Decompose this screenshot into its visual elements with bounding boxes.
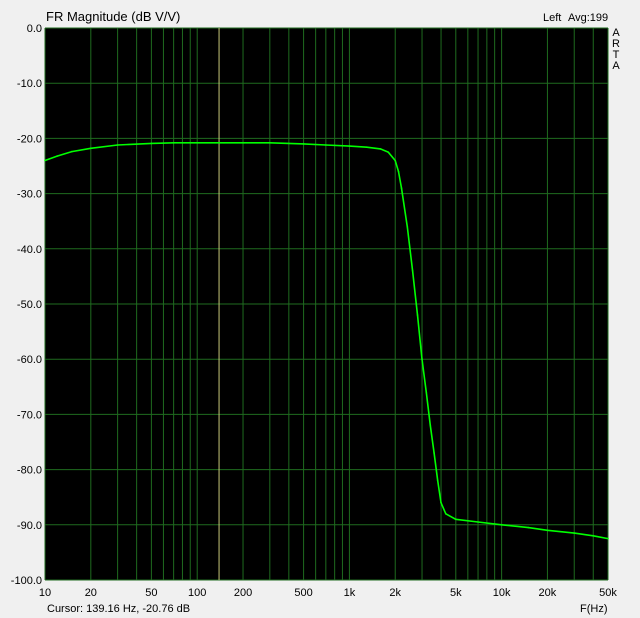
data-point	[269, 142, 271, 144]
x-tick-label: 500	[294, 587, 312, 599]
y-tick-label: -30.0	[17, 189, 42, 201]
data-point	[44, 159, 46, 162]
grid-lines	[44, 27, 609, 581]
x-tick-label: 10k	[493, 587, 511, 599]
data-point	[500, 524, 503, 526]
series-line	[44, 142, 609, 540]
data-point	[387, 151, 390, 153]
data-point	[440, 501, 442, 504]
data-point	[379, 148, 382, 150]
data-point	[406, 225, 409, 228]
data-point	[394, 159, 397, 162]
y-tick-label: -40.0	[17, 244, 42, 256]
data-point	[421, 358, 423, 361]
data-point	[172, 142, 175, 144]
data-point	[348, 145, 351, 147]
data-point	[325, 144, 327, 146]
arta-vertical-label: ARTA	[612, 27, 620, 72]
data-point	[397, 170, 400, 173]
data-point	[242, 142, 244, 144]
y-tick-label: -10.0	[17, 78, 42, 90]
data-point	[546, 529, 549, 532]
x-tick-label: 5k	[450, 587, 462, 599]
x-tick-label: 50	[145, 587, 157, 599]
y-tick-label: 0.0	[27, 23, 42, 35]
channel-label: Left	[543, 12, 562, 24]
y-tick-label: -100.0	[11, 575, 42, 587]
data-point	[573, 532, 575, 534]
data-point	[223, 142, 225, 144]
x-tick-label: 20	[85, 587, 97, 599]
data-point	[116, 144, 119, 146]
trace-group	[44, 142, 609, 540]
y-tick-label: -90.0	[17, 520, 42, 532]
data-point	[366, 146, 368, 148]
data-point	[400, 187, 403, 189]
data-point	[411, 270, 414, 272]
y-tick-label: -80.0	[17, 465, 42, 477]
x-tick-label: 10	[39, 587, 51, 599]
data-point	[436, 479, 439, 482]
data-point	[71, 150, 73, 153]
average-count: Avg:199	[568, 12, 609, 24]
data-point	[302, 143, 305, 145]
x-axis-label: F(Hz)	[580, 603, 608, 615]
y-tick-label: -50.0	[17, 299, 42, 311]
data-point	[196, 142, 198, 144]
data-point	[56, 155, 58, 157]
data-point	[416, 314, 419, 316]
data-point	[90, 147, 92, 150]
x-tick-labels: 10 20 50 100 200 500 1k 2k 5k 10k 20k 50k	[39, 587, 617, 599]
x-tick-label: 50k	[599, 587, 617, 599]
data-point	[527, 526, 530, 529]
y-tick-labels: 0.0 -10.0 -20.0 -30.0 -40.0 -50.0 -60.0 -70.0 -8…	[11, 23, 42, 587]
data-point	[425, 391, 428, 394]
x-tick-label: 1k	[344, 587, 356, 599]
x-tick-label: 100	[188, 587, 206, 599]
data-point	[607, 537, 609, 540]
data-point	[592, 535, 594, 537]
data-point	[455, 518, 457, 521]
data-point	[477, 521, 479, 523]
y-tick-label: -20.0	[17, 133, 42, 145]
cursor-readout: Cursor: 139.16 Hz, -20.76 dB	[47, 603, 191, 615]
y-tick-label: -70.0	[17, 409, 42, 421]
data-point	[150, 142, 153, 145]
data-point	[429, 424, 432, 427]
x-tick-label: 2k	[389, 587, 401, 599]
x-tick-label: 200	[234, 587, 252, 599]
x-tick-label: 20k	[539, 587, 557, 599]
data-point	[433, 452, 435, 454]
data-point	[445, 513, 447, 515]
chart-title: FR Magnitude (dB V/V)	[46, 9, 181, 24]
y-tick-label: -60.0	[17, 354, 42, 366]
